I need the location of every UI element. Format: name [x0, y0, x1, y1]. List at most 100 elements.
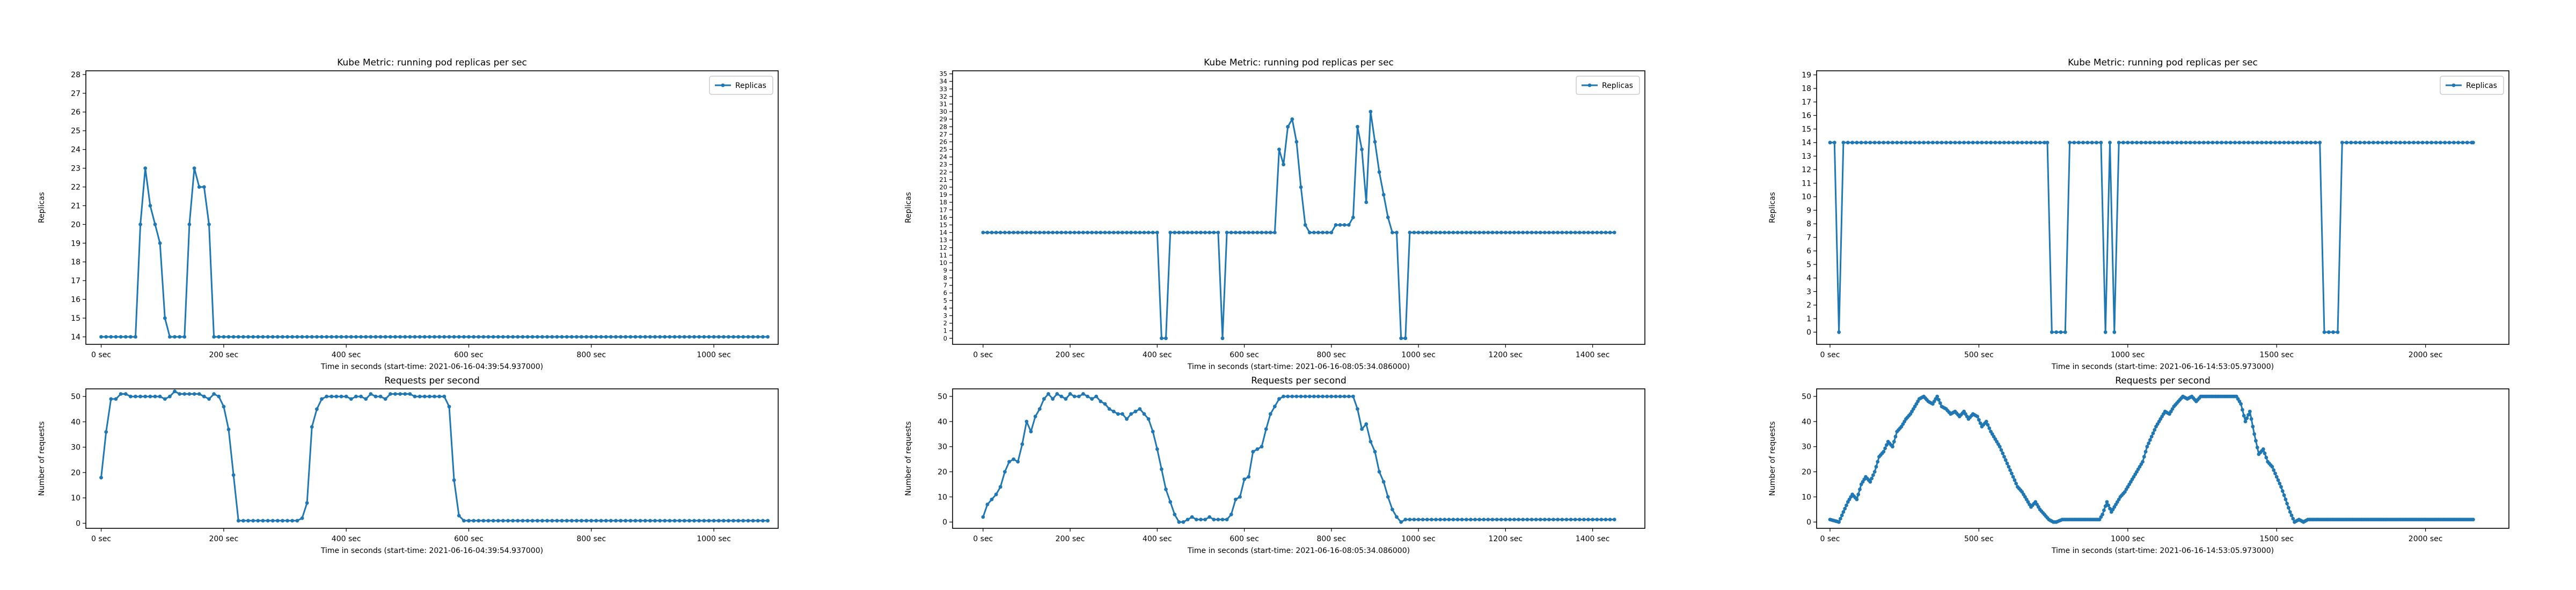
data-point [2005, 461, 2009, 466]
data-point [1386, 215, 1390, 219]
y-tick-label: 11 [1802, 179, 1811, 188]
data-point [408, 392, 412, 396]
data-point [99, 476, 103, 480]
data-point [1499, 518, 1503, 521]
data-point [1208, 231, 1212, 234]
data-point [1194, 231, 1198, 234]
data-point [1238, 231, 1242, 234]
data-point [1560, 231, 1564, 234]
data-point [1055, 231, 1059, 234]
data-point [1255, 447, 1260, 451]
data-point [1469, 518, 1473, 521]
data-point [359, 394, 363, 399]
data-point [2007, 141, 2011, 145]
data-point [628, 519, 633, 523]
data-point [1077, 231, 1081, 234]
data-point [560, 519, 564, 523]
data-point [408, 335, 412, 339]
y-tick-label: 5 [1806, 261, 1811, 269]
x-tick-label: 0 sec [973, 351, 993, 359]
data-point [521, 519, 525, 523]
data-point [2033, 141, 2038, 145]
series-line [983, 110, 1615, 340]
data-point [2153, 141, 2157, 145]
x-tick-label: 0 sec [1820, 535, 1840, 543]
data-point [1447, 231, 1451, 234]
data-point [1975, 415, 1980, 418]
data-point [1090, 397, 1094, 401]
y-tick-label: 20 [71, 469, 80, 477]
data-point [1971, 141, 1975, 145]
data-point [677, 335, 682, 339]
data-point [2003, 458, 2008, 462]
data-point [536, 335, 539, 339]
data-point [374, 394, 378, 399]
y-tick-label: 15 [939, 221, 947, 228]
data-point [672, 519, 677, 523]
data-point [1899, 141, 1904, 145]
data-point [1962, 141, 1966, 145]
x-tick-label: 600 sec [454, 535, 484, 543]
data-point [2095, 141, 2098, 145]
data-point [2211, 141, 2215, 145]
data-point [614, 335, 618, 339]
data-point [1837, 330, 1841, 334]
data-point [491, 519, 495, 523]
data-point [1146, 417, 1151, 421]
data-point [1922, 141, 1926, 145]
data-point [349, 397, 353, 401]
data-point [1356, 407, 1359, 411]
data-point [1957, 141, 1962, 145]
data-point [2151, 431, 2155, 436]
data-point [506, 335, 510, 339]
data-point [2101, 512, 2105, 517]
y-tick-label: 1 [943, 327, 947, 335]
data-point [1455, 518, 1460, 521]
data-point [1425, 231, 1429, 234]
data-point [295, 335, 299, 339]
data-point [2103, 330, 2107, 334]
chart-6: Requests per second 0 sec 500 sec 1000 sec 1… [1768, 375, 2509, 555]
data-point [2280, 489, 2285, 493]
data-point [241, 335, 245, 339]
data-point [1564, 518, 1569, 521]
data-point [633, 335, 638, 339]
data-point [525, 335, 530, 339]
data-point [325, 335, 328, 339]
x-tick-label: 2000 sec [2409, 535, 2443, 543]
data-point [178, 335, 182, 339]
data-point [1451, 231, 1455, 234]
y-tick-label: 23 [71, 165, 80, 173]
data-point [1216, 518, 1220, 521]
data-point [2295, 141, 2300, 145]
data-point [2007, 464, 2011, 469]
y-tick-label: 20 [71, 220, 80, 229]
data-point [1412, 518, 1416, 521]
data-point [687, 335, 691, 339]
y-tick-label: 16 [939, 213, 947, 221]
x-tick-label: 1000 sec [697, 535, 731, 543]
y-tick-label: 26 [71, 108, 80, 117]
data-point [251, 519, 255, 523]
data-point [2002, 141, 2006, 145]
data-point [2020, 141, 2024, 145]
data-point [727, 519, 730, 523]
data-point [1984, 141, 1988, 145]
data-point [1495, 518, 1499, 521]
data-point [496, 335, 500, 339]
data-point [119, 392, 123, 396]
data-point [2248, 409, 2252, 414]
data-point [1046, 392, 1050, 396]
data-point [1837, 520, 1841, 524]
data-point [1864, 141, 1868, 145]
data-point [1177, 231, 1181, 234]
data-point [1582, 518, 1586, 521]
legend [1576, 76, 1640, 95]
data-point [1247, 231, 1251, 234]
data-point [1512, 518, 1517, 521]
data-point [530, 335, 535, 339]
data-point [1931, 141, 1935, 145]
data-point [1499, 231, 1503, 234]
data-point [1277, 148, 1281, 151]
data-point [998, 231, 1002, 234]
